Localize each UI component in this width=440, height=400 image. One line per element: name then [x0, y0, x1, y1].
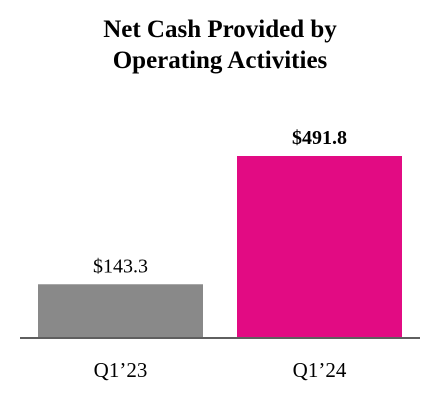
data-label-2: $491.8 [292, 127, 347, 149]
data-label-1: $143.3 [93, 255, 148, 277]
chart-title-line-1: Net Cash Provided by [103, 16, 337, 43]
bar-2 [237, 156, 402, 337]
chart-title: Net Cash Provided by Operating Activitie… [0, 14, 440, 76]
category-label-2: Q1’24 [293, 358, 347, 382]
category-label-1: Q1’23 [94, 358, 148, 382]
bar-1 [38, 284, 203, 337]
chart-title-line-2: Operating Activities [112, 47, 328, 74]
